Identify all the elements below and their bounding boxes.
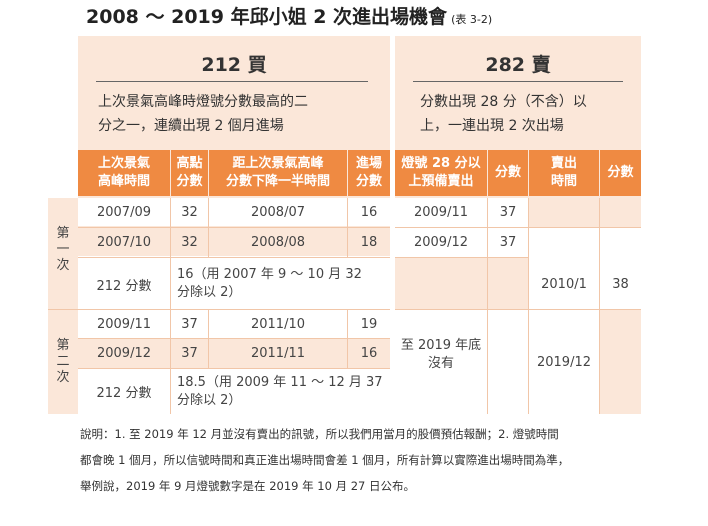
buy-g2-r2-peak: 2009/12 <box>96 345 151 361</box>
sell-g1-r1-score: 37 <box>499 204 517 220</box>
divider <box>78 257 390 258</box>
sell-heading-rule <box>413 81 623 82</box>
sell-g1-sell-score: 38 <box>612 276 629 292</box>
buy-g1-r2-half: 2008/08 <box>250 234 305 250</box>
group-label-first: 第一次 <box>56 226 70 273</box>
divider <box>78 227 390 228</box>
group-label-second: 第二次 <box>56 338 70 385</box>
sell-g2-sell-time: 2019/12 <box>536 354 591 370</box>
buy-heading-rule <box>96 81 368 82</box>
buy-g1-r1-entry: 16 <box>360 204 378 220</box>
buy-g2-r1-peak: 2009/11 <box>96 316 151 332</box>
buy-header-half-time: 距上次景氣高峰 分數下降一半時間 <box>209 150 347 196</box>
buy-g2-r1-entry: 19 <box>360 316 378 332</box>
buy-g1-r2-entry: 18 <box>360 234 378 250</box>
buy-g2-r2-half: 2011/11 <box>250 345 305 361</box>
divider <box>48 309 390 310</box>
buy-g2-r3-note: 18.5（用 2009 年 11 ～ 12 月 37 分除以 2） <box>177 374 383 408</box>
buy-g2-row2-bg <box>78 338 390 368</box>
divider <box>487 198 488 414</box>
divider <box>78 338 390 339</box>
sell-heading: 282 賣 <box>485 54 551 76</box>
buy-header-high-score: 高點 分數 <box>171 150 208 196</box>
buy-g1-r1-score: 32 <box>181 204 198 220</box>
divider <box>208 310 209 368</box>
buy-heading: 212 買 <box>201 54 267 76</box>
sell-header-score: 分數 <box>488 150 528 196</box>
buy-g1-r2-score: 32 <box>181 234 198 250</box>
note-line1: 說明：1. 至 2019 年 12 月並沒有賣出的訊號，所以我們用當月的股價預估… <box>80 427 559 441</box>
sell-g1-sell-time: 2010/1 <box>541 276 587 292</box>
divider <box>78 368 390 369</box>
buy-g2-r2-score: 37 <box>181 345 198 361</box>
buy-g2-r1-half: 2011/10 <box>250 316 305 332</box>
sell-header-sell-score: 分數 <box>600 150 641 196</box>
sell-header-pre-sell: 燈號 28 分以 上預備賣出 <box>395 150 487 196</box>
buy-header-entry-score: 進場 分數 <box>348 150 390 196</box>
note-line3: 舉例說，2019 年 9 月燈號數字是在 2019 年 10 月 27 日公布。 <box>80 479 416 493</box>
buy-g2-r2-entry: 16 <box>360 345 378 361</box>
buy-g1-r1-half: 2008/07 <box>250 204 305 220</box>
buy-g1-r2-peak: 2007/10 <box>96 234 151 250</box>
divider <box>395 257 528 258</box>
buy-g1-r3-label: 212 分數 <box>96 278 152 294</box>
buy-g1-r3-note: 16（用 2007 年 9 ～ 10 月 32 分除以 2） <box>177 267 362 300</box>
sell-g1-row3-bg <box>395 258 528 310</box>
divider <box>208 198 209 258</box>
note-line2: 都會晚 1 個月，所以信號時間和真正進出場時間會差 1 個月，所有計算以實際進出… <box>80 453 570 467</box>
divider <box>347 198 348 258</box>
buy-desc-line1: 上次景氣高峰時燈號分數最高的二 <box>98 94 308 110</box>
buy-desc-line2: 分之一，連續出現 2 個月進場 <box>98 118 284 134</box>
sell-header-sell-time: 賣出 時間 <box>529 150 599 196</box>
sell-g1-r1-time: 2009/11 <box>413 204 468 220</box>
buy-header-peak-time: 上次景氣 高峰時間 <box>78 150 170 196</box>
sell-g2-score-bg <box>600 310 641 414</box>
divider <box>599 198 600 414</box>
sell-g1-r2-time: 2009/12 <box>413 234 468 250</box>
side-label-column <box>48 198 78 414</box>
divider <box>395 309 641 310</box>
table-number: (表 3-2) <box>451 13 493 26</box>
divider <box>528 198 529 414</box>
sell-desc-line2: 上，一連出現 2 次出場 <box>420 118 564 134</box>
sell-desc-line1: 分數出現 28 分（不含）以 <box>420 94 587 110</box>
sell-g2-wait: 至 2019 年底 沒有 <box>400 338 482 371</box>
page-title: 2008 ～ 2019 年邱小姐 2 次進出場機會 (表 3-2) <box>86 6 493 28</box>
sell-g1-r2-score: 37 <box>499 234 517 250</box>
divider <box>347 310 348 368</box>
divider <box>170 198 171 414</box>
divider <box>395 227 641 228</box>
buy-g2-r3-label: 212 分數 <box>96 386 152 401</box>
buy-g2-r1-score: 37 <box>181 316 198 332</box>
buy-g1-r1-peak: 2007/09 <box>96 204 151 220</box>
sell-g1-row1-bg <box>529 198 641 228</box>
buy-g1-row2-bg <box>78 226 390 256</box>
